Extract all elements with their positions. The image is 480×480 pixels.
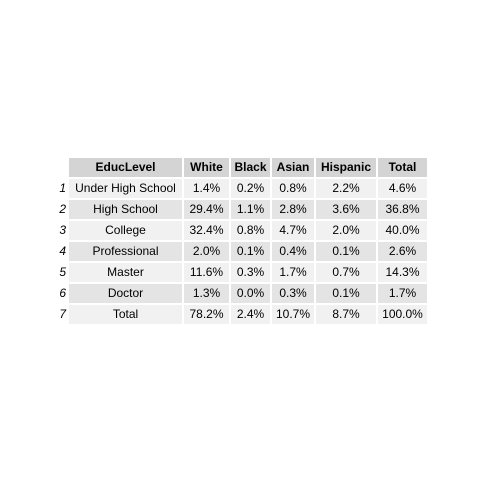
table-row: 5 Master 11.6% 0.3% 1.7% 0.7% 14.3% bbox=[56, 263, 427, 282]
cell-asian: 0.8% bbox=[272, 179, 314, 198]
cell-hispanic: 2.0% bbox=[316, 221, 376, 240]
cell-total: 40.0% bbox=[378, 221, 427, 240]
cell-black: 0.2% bbox=[231, 179, 270, 198]
column-header-white: White bbox=[184, 158, 229, 177]
cell-total: 4.6% bbox=[378, 179, 427, 198]
cell-total: 36.8% bbox=[378, 200, 427, 219]
cell-hispanic: 0.1% bbox=[316, 242, 376, 261]
column-header-educlevel: EducLevel bbox=[69, 158, 182, 177]
cell-black: 0.0% bbox=[231, 284, 270, 303]
cell-hispanic: 2.2% bbox=[316, 179, 376, 198]
cell-educlevel: Total bbox=[69, 305, 182, 324]
cell-total: 14.3% bbox=[378, 263, 427, 282]
table-row-total: 7 Total 78.2% 2.4% 10.7% 8.7% 100.0% bbox=[56, 305, 427, 324]
cell-asian: 10.7% bbox=[272, 305, 314, 324]
column-header-total: Total bbox=[378, 158, 427, 177]
row-index-header bbox=[56, 158, 67, 177]
table-row: 4 Professional 2.0% 0.1% 0.4% 0.1% 2.6% bbox=[56, 242, 427, 261]
row-index: 2 bbox=[59, 202, 66, 216]
cell-hispanic: 0.1% bbox=[316, 284, 376, 303]
column-header-asian: Asian bbox=[272, 158, 314, 177]
row-index: 3 bbox=[59, 223, 66, 237]
table-row: 6 Doctor 1.3% 0.0% 0.3% 0.1% 1.7% bbox=[56, 284, 427, 303]
cell-asian: 0.3% bbox=[272, 284, 314, 303]
cell-black: 0.8% bbox=[231, 221, 270, 240]
cell-black: 0.3% bbox=[231, 263, 270, 282]
row-index: 5 bbox=[59, 265, 66, 279]
cell-white: 1.4% bbox=[184, 179, 229, 198]
column-header-black: Black bbox=[231, 158, 270, 177]
data-table-container: EducLevel White Black Asian Hispanic Tot… bbox=[54, 156, 429, 326]
row-index: 7 bbox=[59, 307, 66, 321]
cell-educlevel: High School bbox=[69, 200, 182, 219]
cell-educlevel: Professional bbox=[69, 242, 182, 261]
cell-white: 78.2% bbox=[184, 305, 229, 324]
cell-total: 2.6% bbox=[378, 242, 427, 261]
cell-hispanic: 3.6% bbox=[316, 200, 376, 219]
cell-white: 1.3% bbox=[184, 284, 229, 303]
cell-asian: 4.7% bbox=[272, 221, 314, 240]
table-header-row: EducLevel White Black Asian Hispanic Tot… bbox=[56, 158, 427, 177]
cell-total: 100.0% bbox=[378, 305, 427, 324]
cell-asian: 1.7% bbox=[272, 263, 314, 282]
cell-educlevel: Doctor bbox=[69, 284, 182, 303]
cell-hispanic: 8.7% bbox=[316, 305, 376, 324]
education-by-race-table: EducLevel White Black Asian Hispanic Tot… bbox=[54, 156, 429, 326]
cell-educlevel: College bbox=[69, 221, 182, 240]
cell-black: 2.4% bbox=[231, 305, 270, 324]
cell-white: 29.4% bbox=[184, 200, 229, 219]
column-header-hispanic: Hispanic bbox=[316, 158, 376, 177]
cell-educlevel: Master bbox=[69, 263, 182, 282]
cell-white: 32.4% bbox=[184, 221, 229, 240]
row-index: 1 bbox=[59, 181, 66, 195]
cell-total: 1.7% bbox=[378, 284, 427, 303]
cell-hispanic: 0.7% bbox=[316, 263, 376, 282]
table-row: 1 Under High School 1.4% 0.2% 0.8% 2.2% … bbox=[56, 179, 427, 198]
cell-educlevel: Under High School bbox=[69, 179, 182, 198]
cell-white: 11.6% bbox=[184, 263, 229, 282]
row-index: 6 bbox=[59, 286, 66, 300]
row-index: 4 bbox=[59, 244, 66, 258]
cell-asian: 2.8% bbox=[272, 200, 314, 219]
cell-asian: 0.4% bbox=[272, 242, 314, 261]
cell-white: 2.0% bbox=[184, 242, 229, 261]
table-row: 2 High School 29.4% 1.1% 2.8% 3.6% 36.8% bbox=[56, 200, 427, 219]
cell-black: 0.1% bbox=[231, 242, 270, 261]
cell-black: 1.1% bbox=[231, 200, 270, 219]
table-row: 3 College 32.4% 0.8% 4.7% 2.0% 40.0% bbox=[56, 221, 427, 240]
